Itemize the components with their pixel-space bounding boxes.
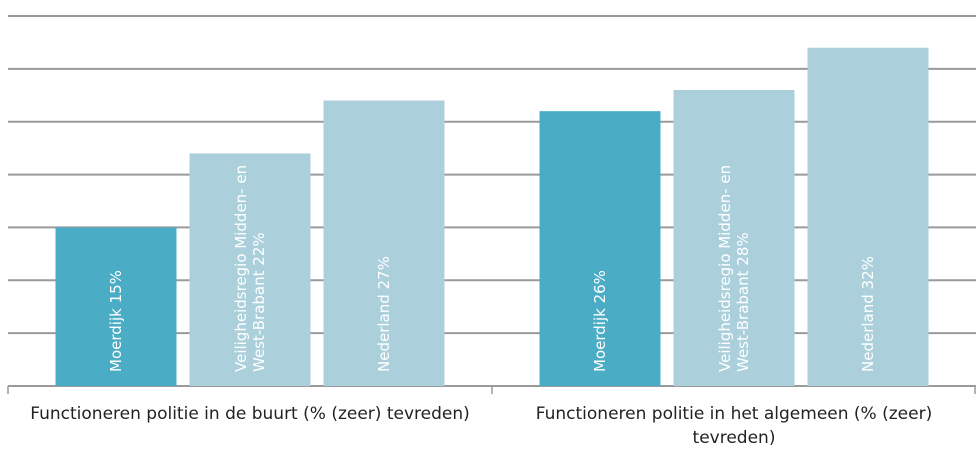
data-label: Veiligheidsregio Midden- en West-Brabant… (232, 152, 268, 372)
data-label: Nederland 32% (859, 152, 877, 372)
bar (55, 227, 177, 386)
x-tick-label: Functioneren politie in de buurt (% (zee… (30, 404, 470, 424)
value-label: 27% (375, 256, 393, 290)
data-label: Nederland 27% (375, 152, 393, 372)
value-label: 26% (591, 270, 609, 304)
bar (673, 90, 795, 386)
series-name: Veiligheidsregio Midden- en West-Brabant (232, 164, 268, 372)
data-label: Moerdijk 15% (107, 152, 125, 372)
bar (189, 153, 311, 386)
value-label: 15% (107, 270, 125, 304)
value-label: 22% (250, 232, 268, 266)
bar (323, 100, 445, 387)
data-label: Moerdijk 26% (591, 152, 609, 372)
series-name: Moerdijk (591, 308, 609, 372)
value-label: 28% (734, 232, 752, 266)
series-name: Nederland (375, 294, 393, 372)
value-label: 32% (859, 256, 877, 290)
bar (807, 47, 929, 386)
data-label: Veiligheidsregio Midden- en West-Brabant… (716, 152, 752, 372)
x-tick-label: Functioneren politie in het algemeen (% … (535, 404, 933, 448)
series-name: Veiligheidsregio Midden- en West-Brabant (716, 164, 752, 372)
series-name: Moerdijk (107, 308, 125, 372)
bar (539, 111, 661, 387)
series-name: Nederland (859, 294, 877, 372)
